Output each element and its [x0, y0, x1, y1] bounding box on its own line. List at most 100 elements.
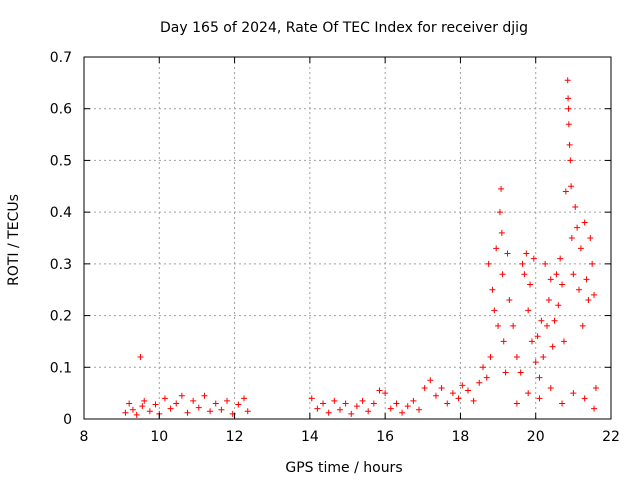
data-point — [410, 397, 417, 404]
data-point — [525, 390, 532, 397]
data-point — [244, 408, 251, 415]
y-tick-label: 0.3 — [50, 257, 72, 273]
x-tick-label: 14 — [301, 429, 319, 445]
data-point — [570, 390, 577, 397]
y-tick-label: 0 — [63, 412, 72, 428]
data-point — [547, 276, 554, 283]
data-point — [399, 409, 406, 416]
data-point — [336, 406, 343, 413]
data-point — [218, 406, 225, 413]
data-point — [517, 369, 524, 376]
data-point — [146, 408, 153, 415]
data-point — [567, 157, 574, 164]
data-point — [499, 271, 506, 278]
data-point — [382, 390, 389, 397]
data-point — [581, 395, 588, 402]
data-point — [325, 409, 332, 416]
data-point — [240, 395, 247, 402]
data-point — [139, 403, 146, 410]
data-point — [483, 374, 490, 381]
data-point — [201, 392, 208, 399]
data-point — [540, 353, 547, 360]
x-tick-label: 18 — [452, 429, 470, 445]
data-point — [583, 276, 590, 283]
data-point — [212, 400, 219, 407]
data-point — [498, 229, 505, 236]
data-point — [342, 400, 349, 407]
plot-frame — [83, 56, 612, 420]
data-point — [331, 397, 338, 404]
data-point — [500, 338, 507, 345]
data-point — [566, 141, 573, 148]
data-point — [560, 338, 567, 345]
data-point — [572, 203, 579, 210]
data-point — [359, 397, 366, 404]
data-point — [487, 353, 494, 360]
data-point — [455, 395, 462, 402]
data-point — [547, 384, 554, 391]
data-points — [122, 77, 599, 418]
data-point — [498, 185, 505, 192]
y-axis-label: ROTI / TECUs — [6, 194, 22, 286]
data-point — [513, 400, 520, 407]
data-point — [562, 188, 569, 195]
data-point — [534, 333, 541, 340]
x-tick-label: 20 — [527, 429, 545, 445]
data-point — [568, 183, 575, 190]
data-point — [152, 401, 159, 408]
data-point — [376, 387, 383, 394]
data-point — [161, 395, 168, 402]
data-point — [167, 405, 174, 412]
data-point — [536, 374, 543, 381]
data-point — [493, 245, 500, 252]
data-point — [542, 260, 549, 267]
data-point — [565, 105, 572, 112]
data-point — [565, 95, 572, 102]
data-point — [545, 297, 552, 304]
data-point — [502, 369, 509, 376]
data-point — [432, 392, 439, 399]
data-point — [532, 359, 539, 366]
data-point — [370, 400, 377, 407]
data-point — [577, 245, 584, 252]
data-point — [553, 271, 560, 278]
data-point — [314, 405, 321, 412]
data-point — [538, 317, 545, 324]
data-point — [470, 397, 477, 404]
data-point — [480, 364, 487, 371]
data-point — [519, 260, 526, 267]
y-tick-label: 0.6 — [50, 102, 72, 118]
data-point — [528, 338, 535, 345]
data-point — [387, 405, 394, 412]
data-point — [549, 343, 556, 350]
x-tick-label: 12 — [226, 429, 244, 445]
data-point — [141, 397, 148, 404]
data-point — [592, 384, 599, 391]
data-point — [544, 322, 551, 329]
x-tick-labels: 8 10 12 14 16 18 20 22 — [80, 429, 620, 445]
data-point — [591, 291, 598, 298]
data-point — [137, 353, 144, 360]
data-point — [491, 307, 498, 314]
data-point — [557, 255, 564, 262]
x-axis-label: GPS time / hours — [285, 460, 402, 476]
data-point — [348, 410, 355, 417]
data-point — [559, 400, 566, 407]
data-point — [195, 404, 202, 411]
data-point — [565, 121, 572, 128]
data-point — [129, 406, 136, 413]
data-point — [513, 353, 520, 360]
grid-lines — [84, 57, 611, 419]
data-point — [564, 77, 571, 84]
data-point — [416, 406, 423, 413]
data-point — [527, 281, 534, 288]
data-point — [459, 382, 466, 389]
data-point — [576, 286, 583, 293]
data-point — [495, 322, 502, 329]
data-point — [530, 255, 537, 262]
data-point — [207, 408, 214, 415]
data-point — [464, 387, 471, 394]
data-point — [178, 392, 185, 399]
data-point — [235, 401, 242, 408]
